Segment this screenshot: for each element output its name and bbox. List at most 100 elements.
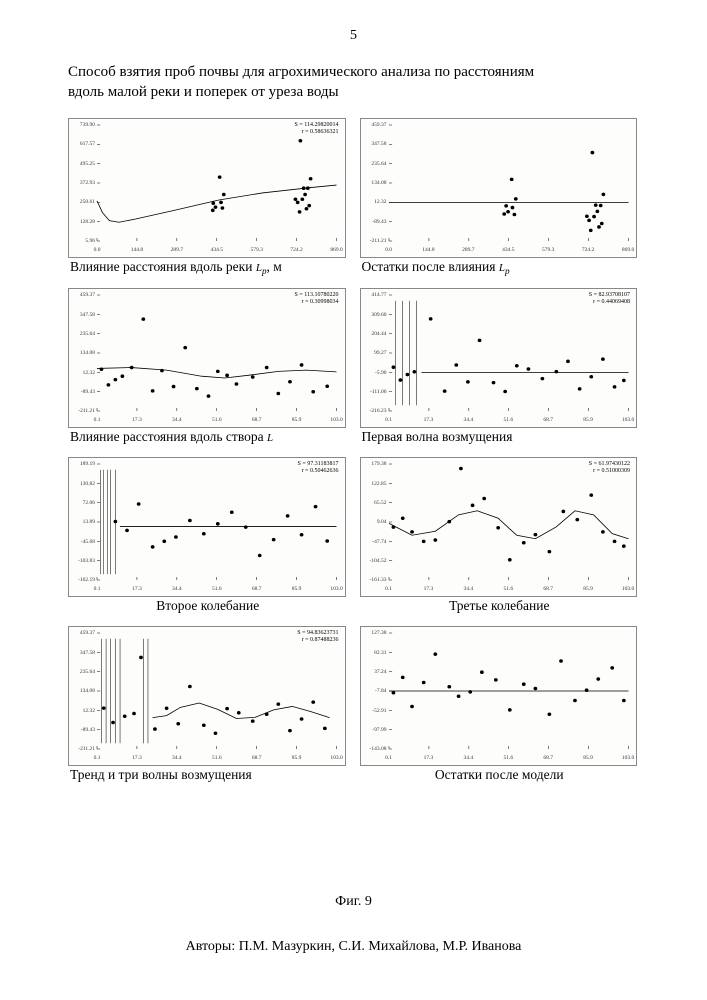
y-tick-label: 347.58 (71, 312, 95, 318)
chart-panel: S = 82.93708107r = 0.44069408414.77309.6… (360, 288, 638, 428)
chart-panel: S = 94.83623731r = 0.87488236459.37347.5… (68, 626, 346, 766)
x-tick-label: 68.7 (252, 417, 262, 423)
x-tick-label: 103.0 (330, 417, 342, 423)
x-tick-label: 68.7 (543, 755, 553, 761)
chart-cell: 459.37347.58235.64134.0812.32-89.43-211.… (360, 118, 638, 284)
y-tick-label: -47.74 (363, 539, 387, 545)
chart-panel: 127.3882.3137.24-7.84-52.91-97.99-143.08… (360, 626, 638, 766)
x-tick-label: 17.3 (424, 586, 434, 592)
y-tick-label: -162.19 (71, 577, 95, 583)
y-tick-label: -7.84 (363, 688, 387, 694)
x-tick-label: 103.0 (330, 755, 342, 761)
x-tick-label: 289.7 (462, 247, 474, 253)
x-tick-label: 68.7 (252, 586, 262, 592)
y-tick-label: -211.21 (363, 238, 387, 244)
y-tick-label: 37.24 (363, 669, 387, 675)
figure-label: Фиг. 9 (0, 894, 707, 910)
y-tick-label: 495.25 (71, 161, 95, 167)
y-tick-label: 72.06 (71, 500, 95, 506)
y-tick-label: -89.43 (363, 219, 387, 225)
x-tick-label: 51.6 (503, 755, 513, 761)
y-tick-label: -211.21 (71, 408, 95, 414)
y-tick-label: -111.06 (363, 389, 387, 395)
y-tick-label: 459.37 (363, 122, 387, 128)
y-tick-label: -5.90 (363, 370, 387, 376)
chart-caption: Влияние расстояния вдоль реки Lр, м (68, 258, 346, 284)
y-tick-label: 5.96 (71, 238, 95, 244)
y-tick-label: 12.32 (71, 370, 95, 376)
y-tick-label: 347.58 (71, 650, 95, 656)
x-tick-label: 85.9 (292, 417, 302, 423)
x-tick-label: 434.5 (211, 247, 223, 253)
y-tick-label: 179.38 (363, 461, 387, 467)
x-tick-label: 17.3 (132, 755, 142, 761)
chart-panel: 459.37347.58235.64134.0812.32-89.43-211.… (360, 118, 638, 258)
plot-area: 189.19130.8272.0613.89-45.68-103.83-162.… (97, 464, 337, 580)
y-tick-label: 250.61 (71, 199, 95, 205)
y-tick-label: 82.31 (363, 650, 387, 656)
y-tick-label: -143.08 (363, 746, 387, 752)
y-tick-label: -104.52 (363, 558, 387, 564)
charts-grid: S = 114.29820014r = 0.58636321739.90617.… (68, 118, 637, 791)
x-tick-label: 0.1 (94, 417, 101, 423)
x-tick-label: 17.3 (424, 417, 434, 423)
chart-caption: Первая волна возмущения (360, 428, 638, 453)
y-tick-label: 134.08 (363, 180, 387, 186)
y-tick-label: -161.33 (363, 577, 387, 583)
y-tick-label: -103.83 (71, 558, 95, 564)
x-tick-label: 724.2 (582, 247, 594, 253)
plot-area: 459.37347.58235.64134.0812.32-89.43-211.… (389, 125, 629, 241)
plot-area: 459.37347.58235.64134.0812.32-89.43-211.… (97, 633, 337, 749)
title-line-2: вдоль малой реки и поперек от уреза воды (68, 84, 339, 100)
x-tick-label: 103.0 (330, 586, 342, 592)
y-tick-label: 372.93 (71, 180, 95, 186)
x-tick-label: 144.8 (422, 247, 434, 253)
chart-caption: Третье колебание (360, 597, 638, 622)
y-tick-label: 459.37 (71, 292, 95, 298)
x-tick-label: 51.6 (212, 755, 222, 761)
y-tick-label: 12.32 (71, 708, 95, 714)
authors-line: Авторы: П.М. Мазуркин, С.И. Михайлова, М… (0, 939, 707, 955)
x-tick-label: 579.3 (542, 247, 554, 253)
page-title: Способ взятия проб почвы для агрохимичес… (68, 62, 637, 103)
chart-panel: S = 114.29820014r = 0.58636321739.90617.… (68, 118, 346, 258)
x-tick-label: 34.4 (172, 417, 182, 423)
x-tick-label: 34.4 (172, 755, 182, 761)
y-tick-label: 12.32 (363, 199, 387, 205)
x-tick-label: 0.0 (385, 247, 392, 253)
y-tick-label: 459.37 (71, 630, 95, 636)
y-tick-label: 134.08 (71, 350, 95, 356)
x-tick-label: 289.7 (171, 247, 183, 253)
x-tick-label: 103.0 (622, 586, 634, 592)
x-tick-label: 68.7 (252, 755, 262, 761)
x-tick-label: 103.0 (622, 417, 634, 423)
x-tick-label: 434.5 (502, 247, 514, 253)
x-tick-label: 68.7 (543, 586, 553, 592)
y-tick-label: 65.52 (363, 500, 387, 506)
chart-cell: S = 82.93708107r = 0.44069408414.77309.6… (360, 288, 638, 453)
y-tick-label: 235.64 (363, 161, 387, 167)
x-tick-label: 85.9 (583, 755, 593, 761)
chart-caption: Остатки после влияния Lр (360, 258, 638, 284)
y-tick-label: 130.82 (71, 481, 95, 487)
y-tick-label: 9.04 (363, 519, 387, 525)
x-tick-label: 17.3 (424, 755, 434, 761)
chart-caption: Второе колебание (68, 597, 346, 622)
x-tick-label: 579.3 (250, 247, 262, 253)
x-tick-label: 724.2 (290, 247, 302, 253)
y-tick-label: 309.60 (363, 312, 387, 318)
x-tick-label: 0.1 (385, 755, 392, 761)
chart-cell: S = 61.97430122r = 0.51000309179.38122.8… (360, 457, 638, 622)
y-tick-label: 122.85 (363, 481, 387, 487)
x-tick-label: 85.9 (583, 586, 593, 592)
x-tick-label: 0.1 (385, 586, 392, 592)
title-line-1: Способ взятия проб почвы для агрохимичес… (68, 64, 534, 80)
y-tick-label: 414.77 (363, 292, 387, 298)
x-tick-label: 34.4 (464, 586, 474, 592)
x-tick-label: 144.8 (131, 247, 143, 253)
x-tick-label: 869.0 (622, 247, 634, 253)
x-tick-label: 0.0 (94, 247, 101, 253)
y-tick-label: 13.89 (71, 519, 95, 525)
plot-area: 739.90617.57495.25372.93250.61128.285.96… (97, 125, 337, 241)
x-tick-label: 51.6 (212, 417, 222, 423)
